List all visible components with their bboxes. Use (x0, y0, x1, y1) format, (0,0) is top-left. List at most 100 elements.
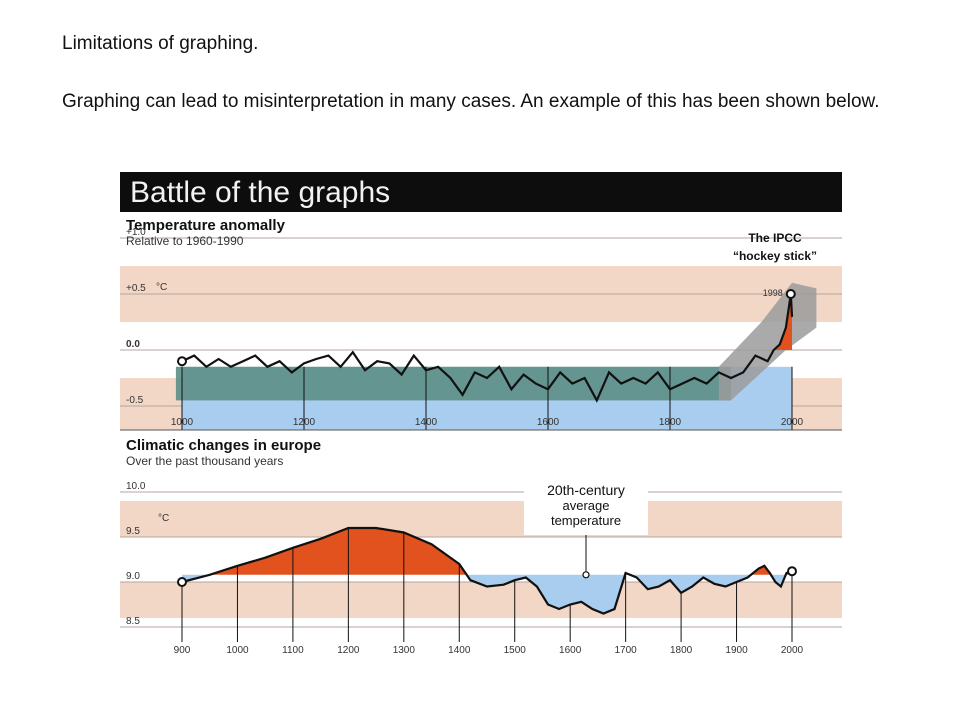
data-point (702, 576, 705, 579)
warm-area-fill (767, 294, 792, 350)
chart-title: Temperature anomally (126, 217, 286, 234)
data-point (730, 377, 732, 379)
x-tick-label: 1400 (415, 417, 438, 428)
annotation-line-2: average (563, 498, 610, 513)
x-tick-label: 2000 (781, 645, 804, 656)
data-point (292, 547, 294, 549)
data-point (388, 362, 391, 365)
data-point (291, 371, 293, 374)
data-point (413, 354, 415, 357)
data-point (693, 377, 696, 379)
data-point (236, 565, 239, 567)
data-point (315, 358, 317, 360)
data-point (785, 326, 787, 329)
data-point (474, 371, 476, 374)
data-point (449, 377, 452, 379)
end-marker (787, 566, 797, 577)
banner (120, 172, 842, 212)
data-point (647, 588, 649, 590)
chart-title: Climatic changes in europe (126, 437, 321, 454)
x-tick-label: 1200 (293, 417, 316, 428)
unit-label: °C (158, 513, 169, 524)
data-point (742, 371, 744, 374)
data-point (746, 576, 749, 579)
annotation-line-3: temperature (551, 513, 621, 528)
data-point (772, 349, 775, 351)
data-point (735, 581, 738, 583)
warm-area-fill (182, 528, 792, 575)
data-point (461, 394, 464, 396)
x-tick-label: 1200 (337, 645, 360, 656)
banner-title: Battle of the graphs (130, 176, 390, 209)
annotation-box (524, 477, 648, 535)
data-point (680, 592, 682, 594)
x-tick-label: 1500 (504, 645, 527, 656)
data-point (522, 373, 525, 376)
x-tick-label: 1600 (537, 417, 560, 428)
data-point (691, 585, 693, 588)
data-point (458, 563, 461, 565)
slide-heading: Limitations of graphing. (62, 33, 259, 54)
x-tick-label: 2000 (781, 417, 804, 428)
data-point (513, 579, 516, 581)
data-point (754, 354, 757, 357)
data-point (242, 360, 244, 362)
annotation-year: 1998 (763, 288, 783, 298)
data-point (364, 369, 366, 371)
x-tick-label: 1300 (393, 645, 416, 656)
data-point (644, 382, 647, 385)
data-point (205, 366, 208, 368)
data-point (339, 366, 342, 368)
data-point (632, 377, 635, 379)
data-point (425, 369, 427, 371)
data-point (757, 567, 760, 570)
figure-svg: Battle of the graphs Temperature anomall… (119, 171, 843, 669)
battle-of-graphs-figure: Battle of the graphs Temperature anomall… (119, 171, 843, 669)
x-tick-label: 1700 (615, 645, 638, 656)
start-marker (177, 577, 187, 587)
data-point (498, 366, 501, 368)
x-tick-label: 900 (174, 645, 191, 656)
data-point (352, 351, 354, 354)
annotation-ipcc: The IPCC (748, 231, 802, 245)
y-tick-label: 0.0 (126, 339, 140, 350)
temperature-curve (181, 293, 794, 403)
reference-marker (582, 571, 590, 579)
data-point (510, 388, 513, 390)
start-marker (177, 356, 187, 367)
y-tick-label: +1.0 (126, 227, 146, 238)
y-tick-label: 9.0 (126, 571, 140, 582)
y-tick-label: 9.5 (126, 526, 140, 537)
data-point (437, 366, 440, 368)
data-point (596, 399, 598, 402)
data-point (791, 315, 793, 318)
data-point (669, 579, 671, 581)
data-point (583, 377, 586, 379)
data-point (535, 382, 537, 385)
data-point (569, 603, 571, 606)
data-point (780, 585, 782, 588)
y-tick-label: +0.5 (126, 283, 146, 294)
data-point (724, 585, 727, 588)
data-point (620, 382, 622, 385)
x-tick-label: 1000 (171, 417, 194, 428)
data-point (469, 579, 472, 581)
data-point (536, 585, 538, 588)
data-point (208, 574, 211, 576)
annotation-line-1: 20th-century (547, 482, 625, 498)
data-point (681, 382, 683, 385)
data-point (766, 360, 769, 362)
data-point (608, 371, 610, 374)
data-point (303, 362, 305, 365)
band-lower (120, 582, 842, 618)
data-point (403, 531, 405, 534)
data-point (525, 576, 527, 579)
y-tick-label: 10.0 (126, 481, 146, 492)
unit-label: °C (156, 282, 167, 293)
data-point (713, 583, 716, 585)
data-point (635, 576, 638, 579)
data-point (763, 565, 766, 567)
cool-area-fill (182, 574, 792, 614)
data-point (571, 382, 574, 385)
